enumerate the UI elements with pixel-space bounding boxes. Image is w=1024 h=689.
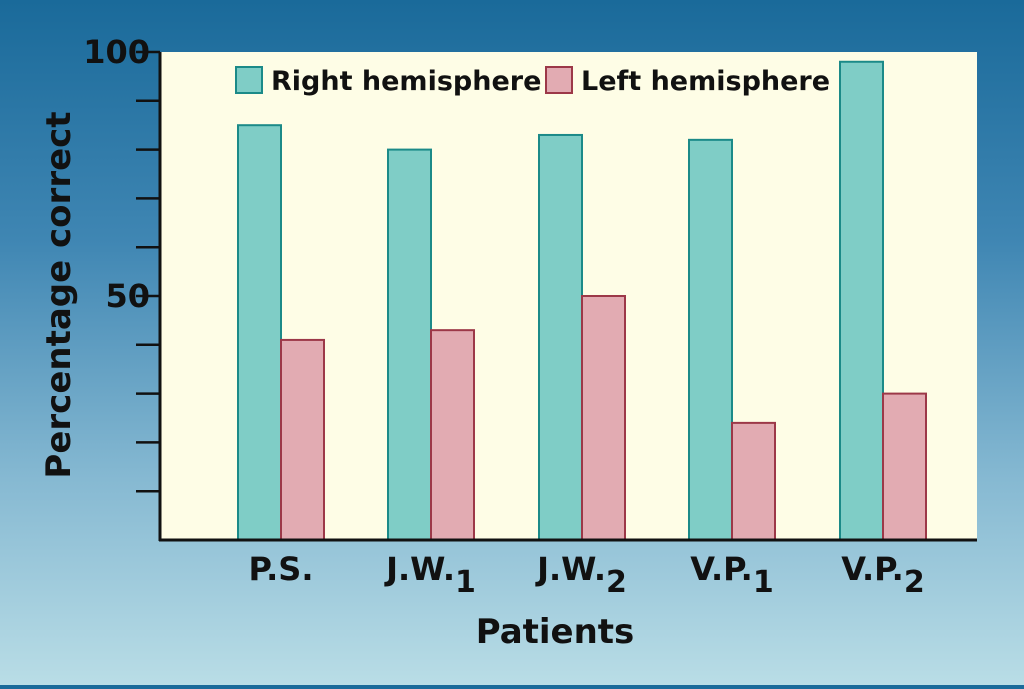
x-tick-label-1: J.W.1: [384, 550, 476, 600]
x-tick-label-2: J.W.2: [535, 550, 627, 600]
bar-right-hemisphere-0: [237, 124, 282, 541]
x-tick-label-4: V.P.2: [841, 550, 924, 600]
x-tick-label-0: P.S.: [249, 550, 314, 588]
legend: Right hemisphere Left hemisphere: [235, 66, 830, 97]
bar-right-hemisphere-2: [538, 133, 583, 542]
bar-right-hemisphere-4: [839, 60, 884, 541]
bar-right-hemisphere-1: [387, 148, 432, 541]
legend-swatch-0: [235, 66, 263, 94]
y-axis-label: Percentage correct: [39, 111, 79, 478]
bar-left-hemisphere-1: [430, 329, 475, 541]
legend-label-0: Right hemisphere: [271, 66, 541, 97]
bar-right-hemisphere-3: [688, 138, 733, 541]
y-tick-label-100: 100: [83, 33, 150, 71]
bar-left-hemisphere-0: [280, 338, 325, 542]
bar-left-hemisphere-3: [731, 421, 776, 542]
y-tick-label-50: 50: [105, 277, 150, 315]
bar-left-hemisphere-4: [882, 392, 927, 541]
legend-swatch-1: [545, 66, 573, 94]
x-tick-label-3: V.P.1: [690, 550, 773, 600]
x-axis-label: Patients: [476, 612, 635, 652]
bar-left-hemisphere-2: [581, 295, 626, 541]
bars-layer: [237, 60, 927, 542]
axes-layer: 50 100 P.S. J.W.1 J.W.2 V.P.1 V.P.2: [83, 33, 977, 600]
legend-label-1: Left hemisphere: [581, 66, 830, 97]
